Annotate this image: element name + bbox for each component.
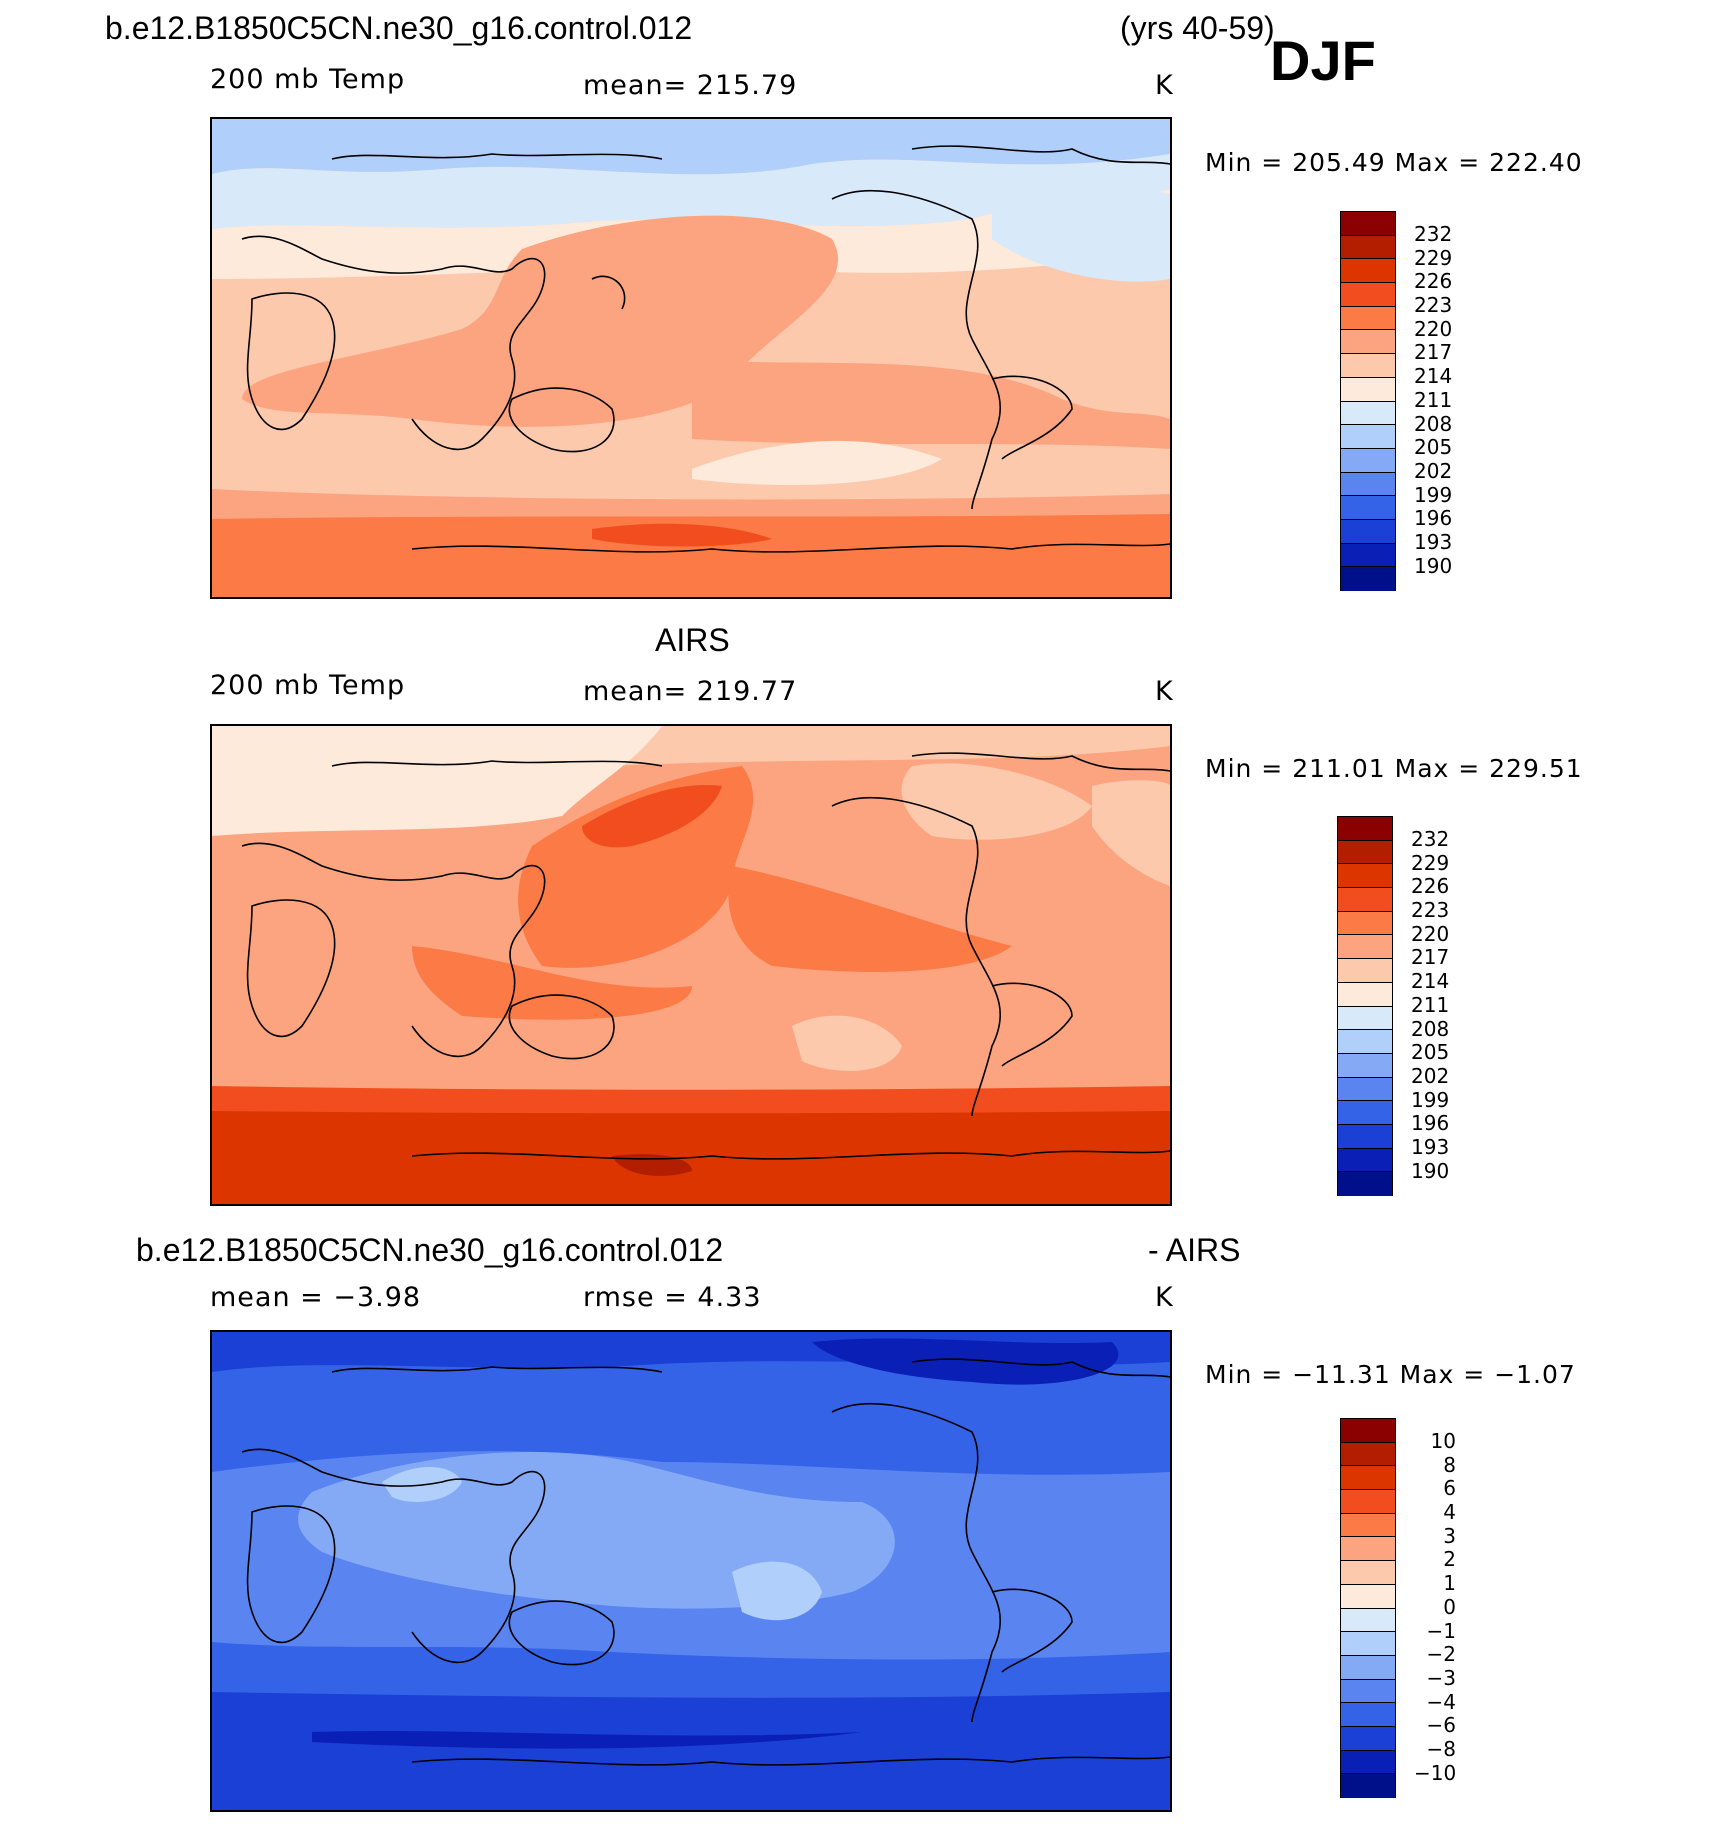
panel2-map — [210, 724, 1172, 1206]
panel2-title: AIRS — [655, 622, 730, 658]
panel3-map — [210, 1330, 1172, 1812]
panel1-colorbar-labels: 232 229 226 223 220 217 214 211 208 205 202 199 196 1… — [1414, 222, 1453, 578]
panel1-colorbar — [1340, 211, 1396, 591]
season-label: DJF — [1270, 29, 1376, 92]
panel2-mean: mean= 219.77 — [583, 676, 798, 707]
panel3-minmax: Min = −11.31 Max = −1.07 — [1205, 1360, 1576, 1389]
panel3-rmse: rmse = 4.33 — [583, 1282, 762, 1313]
panel2-colorbar — [1337, 816, 1393, 1196]
panel1-units: K — [1155, 70, 1174, 101]
panel3-colorbar — [1340, 1418, 1396, 1798]
panel3-colorbar-labels: 10 8 6 4 3 2 1 0 −1 −2 −3 −4 −6 −8 −10 — [1414, 1429, 1457, 1785]
panel1-minmax: Min = 205.49 Max = 222.40 — [1205, 148, 1583, 177]
panel3-mean: mean = −3.98 — [210, 1282, 422, 1313]
years-label: (yrs 40-59) — [1120, 10, 1275, 46]
panel3-title-left: b.e12.B1850C5CN.ne30_g16.control.012 — [136, 1232, 724, 1268]
panel2-minmax: Min = 211.01 Max = 229.51 — [1205, 754, 1583, 783]
panel2-map-field — [212, 726, 1170, 1204]
panel1-map-field — [212, 119, 1170, 597]
panel2-variable: 200 mb Temp — [210, 670, 406, 701]
panel3-title-right: - AIRS — [1148, 1232, 1241, 1268]
panel2-colorbar-labels: 232 229 226 223 220 217 214 211 208 205 202 199 196 1… — [1411, 827, 1450, 1183]
panel3-units: K — [1155, 1282, 1174, 1313]
panel1-variable: 200 mb Temp — [210, 64, 406, 95]
panel3-map-field — [212, 1332, 1170, 1810]
panel1-map — [210, 117, 1172, 599]
panel2-units: K — [1155, 676, 1174, 707]
panel1-mean: mean= 215.79 — [583, 70, 798, 101]
case-title: b.e12.B1850C5CN.ne30_g16.control.012 — [105, 10, 693, 46]
